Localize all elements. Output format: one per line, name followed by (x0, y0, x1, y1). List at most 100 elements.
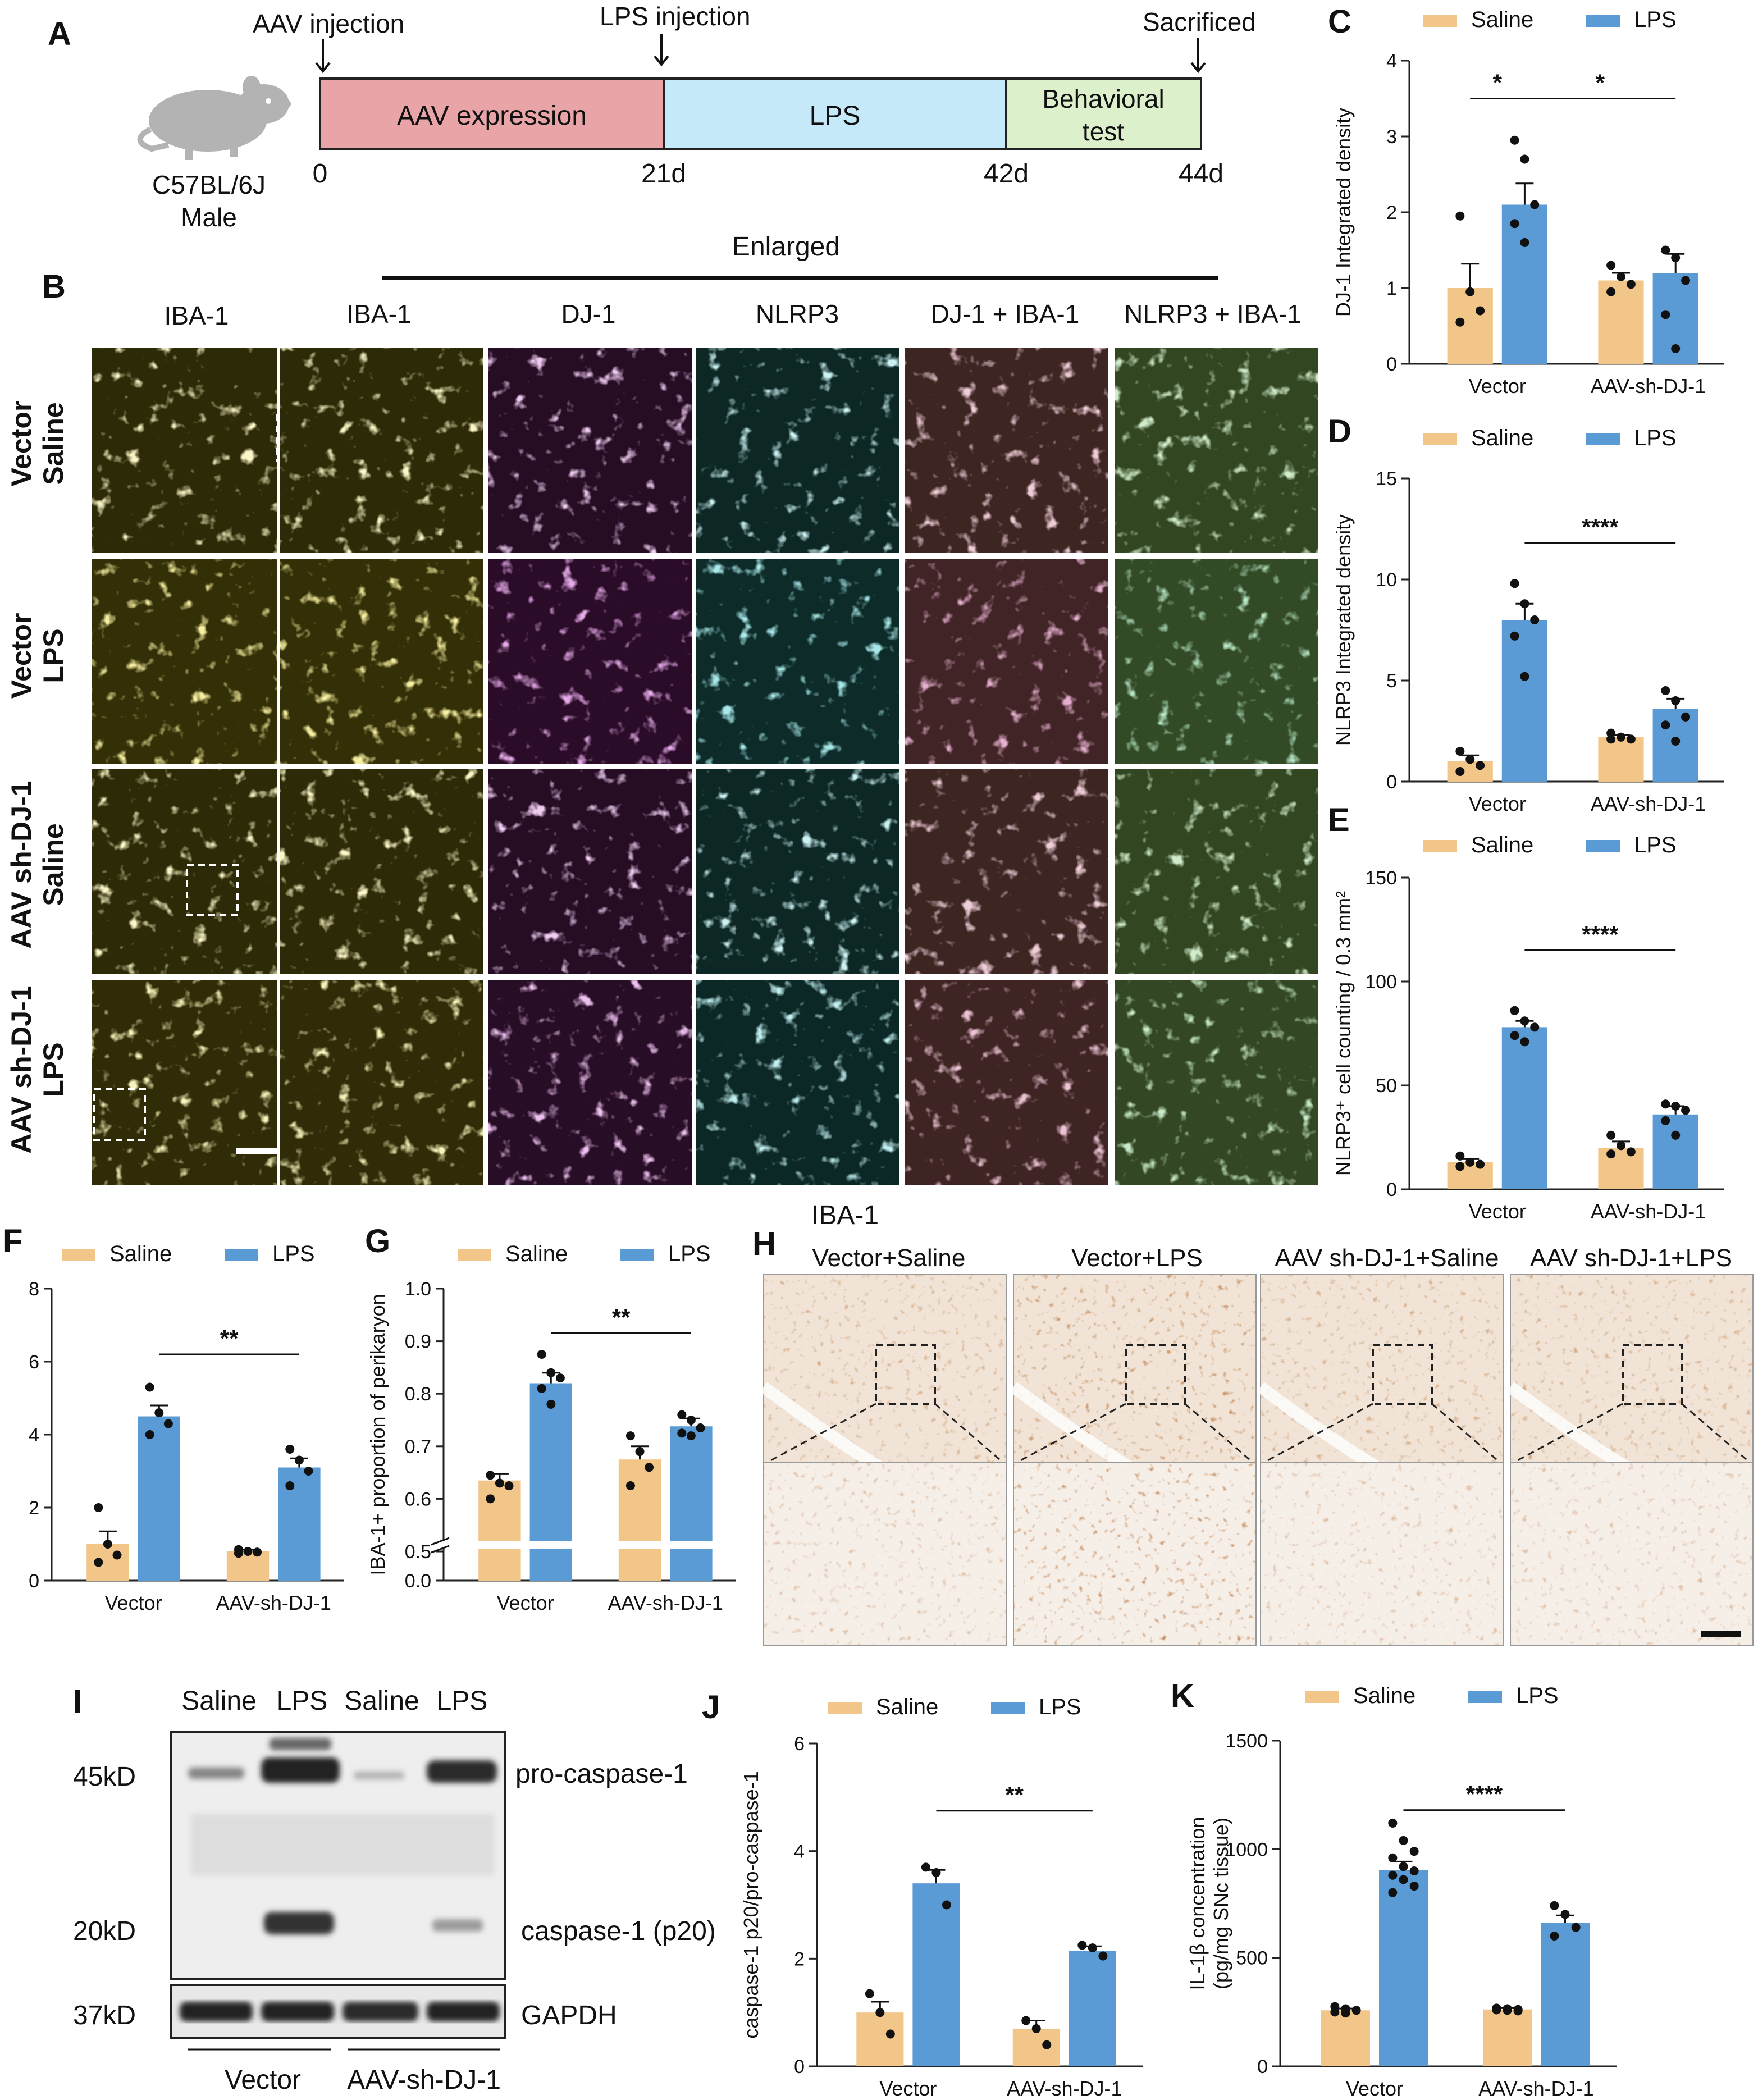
data-point (1617, 1141, 1625, 1151)
y-tick-label: 0.7 (405, 1436, 431, 1458)
panel-i: I Saline LPS Saline LPS 45kD 20kD 37kD p… (73, 1683, 716, 2095)
data-point (885, 2029, 895, 2039)
data-point (1671, 1102, 1681, 1111)
legend-saline: Saline (1471, 7, 1533, 32)
row2-line1: Vector (6, 613, 37, 699)
animal-sex: Male (181, 203, 237, 232)
mw-45kd: 45kD (73, 1762, 136, 1792)
y-tick-label: 1000 (1225, 1839, 1268, 1860)
category-label: AAV-sh-DJ-1 (1478, 2077, 1593, 2100)
data-point (1617, 732, 1625, 742)
panel-h: H IBA-1 Vector+Saline Vector+LPS AAV sh-… (752, 1200, 1754, 1646)
panel-i-label: I (73, 1683, 82, 1720)
y-tick-label: 0.9 (405, 1331, 431, 1353)
bar-lps (138, 1416, 180, 1581)
lane-3-label: Saline (344, 1686, 419, 1716)
legend: Saline LPS (828, 1695, 1081, 1719)
h-scale-bar (1701, 1631, 1741, 1637)
bar-saline (1598, 1148, 1644, 1189)
row4-line2: LPS (38, 1042, 69, 1097)
data-point (677, 1410, 687, 1419)
bar-lps (1379, 1870, 1428, 2066)
data-point (1520, 1016, 1529, 1026)
category-label: Vector (879, 2077, 937, 2100)
data-point (1530, 200, 1540, 209)
data-point (1671, 696, 1681, 705)
h-col-1: Vector+Saline (812, 1244, 966, 1272)
data-point (1021, 2016, 1031, 2025)
y-tick-label: 4 (29, 1425, 39, 1446)
y-tick-label: 1500 (1225, 1731, 1268, 1752)
data-point (1399, 1875, 1408, 1884)
y-tick-label: 50 (1376, 1075, 1397, 1097)
legend-saline: Saline (109, 1241, 172, 1266)
legend-lps: LPS (272, 1241, 315, 1266)
data-point (931, 1868, 941, 1877)
mw-20kd: 20kD (73, 1916, 136, 1946)
bar-lps (278, 1467, 321, 1581)
ihc-zoom-box (1125, 1344, 1186, 1405)
panel-a: A C57BL/6J Male AAV injection LPS inject… (48, 2, 1256, 232)
category-label: AAV-sh-DJ-1 (216, 1591, 331, 1614)
data-point (1661, 720, 1670, 730)
overlay-tint (905, 769, 1108, 974)
y-tick-label: 10 (1376, 569, 1397, 591)
panel-b: B Enlarged IBA-1 IBA-1 DJ-1 NLRP3 DJ-1 +… (6, 232, 1318, 1185)
significance-mark: ** (612, 1304, 631, 1331)
micrograph-signal (92, 559, 277, 764)
data-point (1671, 253, 1681, 262)
micrograph-signal (696, 769, 899, 974)
data-point (1077, 1941, 1087, 1950)
ihc-zoom-line (1016, 1403, 1126, 1464)
category-label: AAV-sh-DJ-1 (1007, 2077, 1122, 2100)
micrograph-signal (488, 348, 692, 553)
bar-saline (1012, 2028, 1060, 2066)
data-point (243, 1547, 253, 1556)
micrograph-signal (905, 559, 1108, 764)
data-point (1520, 672, 1529, 681)
bar-lps (529, 1383, 572, 1581)
data-point (1681, 1106, 1691, 1115)
data-point (1465, 1157, 1475, 1167)
row1-line1: Vector (6, 401, 37, 487)
bar-lps (1541, 1923, 1590, 2066)
data-point (1503, 2006, 1512, 2015)
ihc-overview-texture (764, 1275, 1006, 1468)
ihc-zoom-box (1622, 1344, 1683, 1405)
protein-gapdh: GAPDH (521, 2001, 617, 2030)
significance-mark: ** (220, 1325, 239, 1352)
col-iba1: IBA-1 (346, 299, 411, 328)
segment-behavioral-label: Behavioral (1042, 84, 1164, 113)
data-point (875, 2008, 885, 2017)
row2-line2: LPS (38, 628, 69, 683)
y-axis-label: DJ-1 Integrated density (1332, 108, 1355, 317)
data-point (103, 1540, 112, 1549)
micrograph-signal (488, 559, 692, 764)
group-aav: AAV-sh-DJ-1 (347, 2065, 501, 2095)
data-point (1388, 1818, 1398, 1828)
data-point (546, 1368, 556, 1377)
bar-saline (226, 1551, 270, 1581)
data-point (1399, 1836, 1408, 1845)
y-tick-label: 1.0 (405, 1279, 431, 1300)
bar-lps (1501, 204, 1547, 364)
col-dj1-iba1: DJ-1 + IBA-1 (931, 299, 1080, 328)
category-label: Vector (1346, 2077, 1403, 2100)
data-point (1606, 1130, 1616, 1140)
y-tick-label: 6 (29, 1352, 39, 1373)
ihc-zoom-texture (764, 1463, 1006, 1645)
data-point (1455, 1151, 1465, 1161)
data-point (1671, 737, 1681, 746)
data-point (1031, 2024, 1041, 2033)
animal-strain: C57BL/6J (152, 170, 266, 199)
row-labels: Vector Saline Vector LPS AAV sh-DJ-1 Sal… (6, 401, 69, 1154)
data-point (253, 1547, 262, 1557)
legend: Saline LPS (1305, 1683, 1559, 1708)
bar-saline (1447, 1162, 1493, 1189)
panel-b-label: B (42, 268, 66, 305)
bar-lps (1501, 620, 1547, 782)
data-point (1510, 631, 1519, 641)
data-point (1330, 2007, 1340, 2017)
significance-mark: * (1493, 70, 1503, 96)
zoom-box (93, 1088, 146, 1141)
